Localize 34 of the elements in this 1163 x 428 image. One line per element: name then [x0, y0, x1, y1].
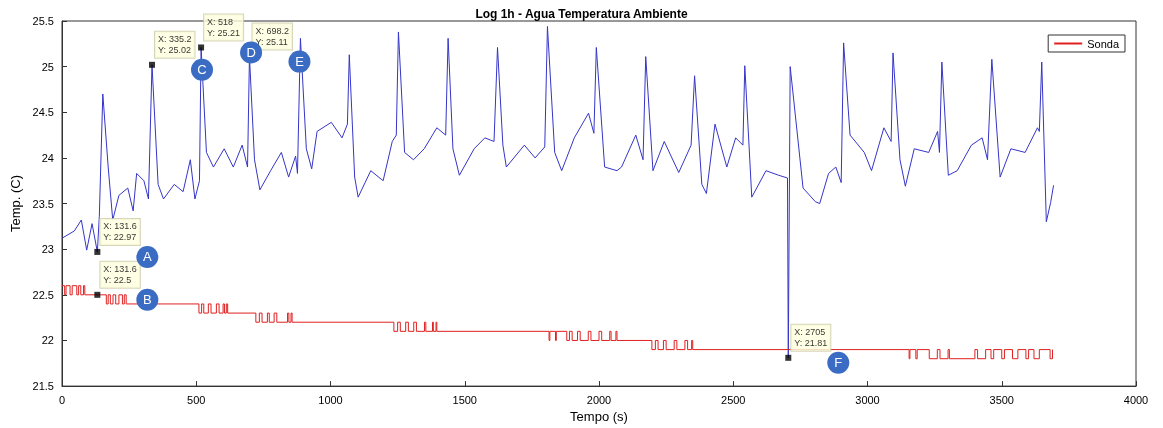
- y-tick-label: 24: [41, 151, 54, 164]
- x-tick-label: 0: [58, 393, 66, 406]
- x-tick-label: 4000: [1123, 393, 1149, 406]
- annotation: X: 131.6 Y: 22.97: [103, 221, 137, 243]
- annotation: A: [143, 249, 152, 265]
- x-tick-label: 2500: [721, 393, 746, 406]
- y-axis-title: Temp. (C): [7, 175, 23, 233]
- x-tick-label: 3000: [855, 393, 880, 406]
- y-tick-label: 21.5: [32, 380, 54, 393]
- y-tick-label: 25.5: [32, 15, 54, 27]
- chart-title: Log 1h - Agua Temperatura Ambiente: [475, 7, 688, 21]
- x-tick-label: 1000: [318, 393, 343, 406]
- annotation: E: [295, 54, 305, 70]
- x-tick-label: 500: [187, 393, 206, 406]
- y-tick-label: 22: [41, 334, 54, 347]
- annotation: B: [143, 292, 152, 308]
- x-tick-label: 3500: [989, 393, 1014, 406]
- annotation: X: 698.2 Y: 25.11: [255, 26, 289, 48]
- annotation: X: 518 Y: 25.21: [207, 16, 241, 38]
- y-tick-label: 25: [41, 60, 54, 73]
- x-axis-title: Tempo (s): [570, 409, 628, 424]
- annotation: D: [246, 44, 256, 60]
- x-tick-label: 2000: [586, 393, 612, 406]
- annotation: X: 2705 Y: 21.81: [794, 327, 828, 349]
- legend-label: Sonda: [1087, 37, 1120, 50]
- y-tick-label: 23.5: [32, 197, 54, 210]
- y-tick-label: 22.5: [32, 288, 54, 301]
- annotation: F: [834, 355, 843, 371]
- y-tick-label: 23: [41, 243, 54, 256]
- annotation: C: [197, 62, 207, 78]
- x-tick-label: 1500: [452, 393, 477, 406]
- annotation: X: 335.2 Y: 25.02: [158, 34, 192, 56]
- annotation: X: 131.6 Y: 22.5: [103, 264, 137, 286]
- y-tick-label: 24.5: [32, 106, 54, 119]
